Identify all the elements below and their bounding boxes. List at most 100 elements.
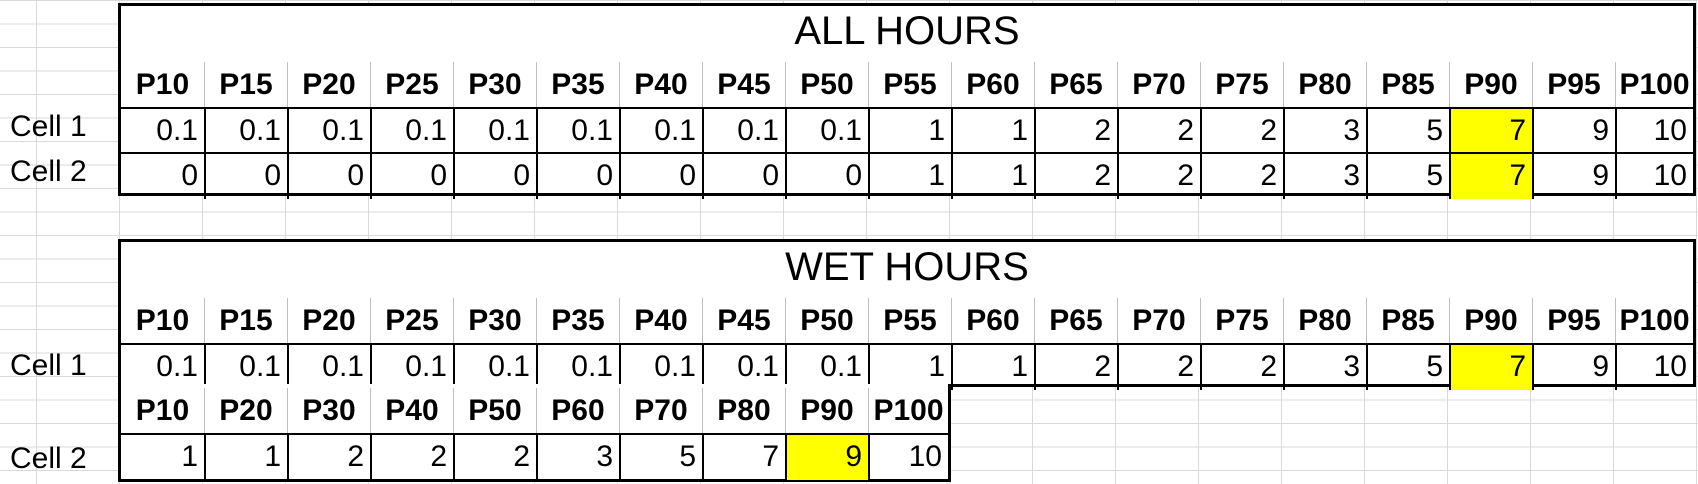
data-cell[interactable]: 0.1 [785,345,868,390]
data-cell[interactable]: 3 [1283,154,1366,199]
data-cell[interactable]: 0 [204,154,287,199]
column-header-cell[interactable]: P60 [536,388,619,433]
column-header-cell[interactable]: P90 [1449,298,1532,343]
column-header-cell[interactable]: P65 [1034,62,1117,107]
data-cell[interactable]: 0 [785,154,868,199]
column-header-cell[interactable]: P45 [702,298,785,343]
data-cell[interactable]: 2 [1200,154,1283,199]
column-header-cell[interactable]: P40 [619,298,702,343]
data-cell[interactable]: 10 [868,435,948,480]
column-header-cell[interactable]: P25 [370,298,453,343]
column-header-cell[interactable]: P100 [1615,62,1693,107]
data-cell[interactable]: 1 [868,345,951,390]
data-cell[interactable]: 0.1 [785,109,868,154]
data-cell[interactable]: 1 [204,435,287,480]
column-header-cell[interactable]: P40 [619,62,702,107]
column-header-cell[interactable]: P85 [1366,62,1449,107]
data-cell[interactable]: 2 [1034,345,1117,390]
column-header-cell[interactable]: P80 [1283,62,1366,107]
data-cell[interactable]: 1 [951,109,1034,154]
data-cell[interactable]: 2 [1117,345,1200,390]
column-header-cell[interactable]: P10 [135,304,190,337]
data-cell[interactable]: 5 [1366,109,1449,154]
column-header-cell[interactable]: P30 [287,388,370,433]
data-cell[interactable]: 0.1 [536,345,619,390]
data-cell[interactable]: 0 [453,154,536,199]
data-cell[interactable]: 0 [536,154,619,199]
data-cell[interactable]: 9 [1532,109,1615,154]
data-cell[interactable]: 2 [1034,154,1117,199]
column-header-cell[interactable]: P100 [868,388,948,433]
column-header-cell[interactable]: P65 [1034,298,1117,343]
column-header-cell[interactable]: P100 [1615,298,1693,343]
column-header-cell[interactable]: P15 [204,62,287,107]
column-header-cell[interactable]: P75 [1200,62,1283,107]
column-header-cell[interactable]: P15 [204,298,287,343]
column-header-cell[interactable]: P95 [1532,62,1615,107]
column-header-cell[interactable]: P70 [1117,298,1200,343]
column-header-cell[interactable]: P70 [619,388,702,433]
data-cell[interactable]: 7 [702,435,785,480]
data-cell[interactable]: 0.1 [204,109,287,154]
data-cell[interactable]: 9 [785,435,868,480]
data-cell[interactable]: 0.1 [287,345,370,390]
data-cell[interactable]: 0.1 [156,114,198,147]
data-cell[interactable]: 3 [1283,345,1366,390]
column-header-cell[interactable]: P50 [785,62,868,107]
data-cell[interactable]: 7 [1449,154,1532,199]
data-cell[interactable]: 3 [536,435,619,480]
column-header-cell[interactable]: P55 [868,298,951,343]
data-cell[interactable]: 7 [1449,109,1532,154]
data-cell[interactable]: 1 [951,154,1034,199]
column-header-cell[interactable]: P10 [135,68,190,101]
column-header-cell[interactable]: P45 [702,62,785,107]
data-cell[interactable]: 0 [619,154,702,199]
data-cell[interactable]: 10 [1615,109,1693,154]
data-cell[interactable]: 2 [453,435,536,480]
column-header-cell[interactable]: P35 [536,62,619,107]
data-cell[interactable]: 2 [287,435,370,480]
column-header-cell[interactable]: P75 [1200,298,1283,343]
column-header-cell[interactable]: P35 [536,298,619,343]
data-cell[interactable]: 0 [370,154,453,199]
data-cell[interactable]: 0.1 [619,109,702,154]
data-cell[interactable]: 0.1 [702,109,785,154]
column-header-cell[interactable]: P30 [453,298,536,343]
data-cell[interactable]: 2 [1034,109,1117,154]
data-cell[interactable]: 0 [181,159,198,192]
column-header-cell[interactable]: P80 [702,388,785,433]
data-cell[interactable]: 2 [370,435,453,480]
data-cell[interactable]: 0.1 [370,345,453,390]
column-header-cell[interactable]: P25 [370,62,453,107]
data-cell[interactable]: 7 [1449,345,1532,390]
column-header-cell[interactable]: P90 [1449,62,1532,107]
data-cell[interactable]: 1 [868,154,951,199]
column-header-cell[interactable]: P20 [287,298,370,343]
data-cell[interactable]: 1 [181,440,198,473]
data-cell[interactable]: 0.1 [287,109,370,154]
data-cell[interactable]: 0.1 [453,345,536,390]
data-cell[interactable]: 0 [702,154,785,199]
column-header-cell[interactable]: P10 [135,394,190,427]
column-header-cell[interactable]: P55 [868,62,951,107]
data-cell[interactable]: 5 [619,435,702,480]
column-header-cell[interactable]: P85 [1366,298,1449,343]
data-cell[interactable]: 10 [1615,345,1693,390]
data-cell[interactable]: 2 [1200,345,1283,390]
data-cell[interactable]: 0.1 [536,109,619,154]
column-header-cell[interactable]: P70 [1117,62,1200,107]
column-header-cell[interactable]: P20 [204,388,287,433]
column-header-cell[interactable]: P90 [785,388,868,433]
data-cell[interactable]: 10 [1615,154,1693,199]
column-header-cell[interactable]: P50 [785,298,868,343]
data-cell[interactable]: 0 [287,154,370,199]
data-cell[interactable]: 9 [1532,345,1615,390]
data-cell[interactable]: 0.1 [619,345,702,390]
data-cell[interactable]: 2 [1117,109,1200,154]
data-cell[interactable]: 0.1 [370,109,453,154]
data-cell[interactable]: 0.1 [204,345,287,390]
data-cell[interactable]: 0.1 [453,109,536,154]
data-cell[interactable]: 5 [1366,345,1449,390]
data-cell[interactable]: 1 [868,109,951,154]
column-header-cell[interactable]: P80 [1283,298,1366,343]
